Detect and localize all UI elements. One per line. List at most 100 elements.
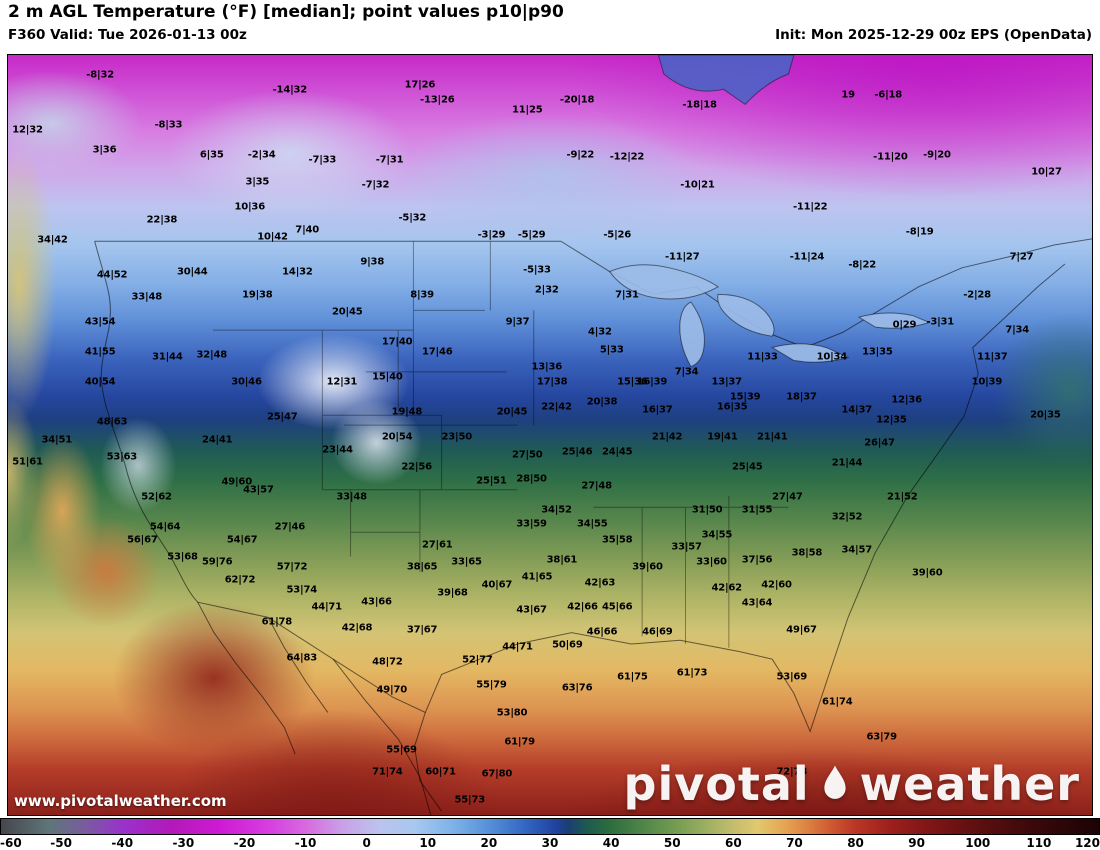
point-value: 2|32 (534, 284, 559, 296)
point-value: 7|27 (1009, 251, 1034, 263)
point-value: 43|64 (741, 597, 773, 609)
point-value: 27|61 (422, 539, 453, 551)
colorbar-tick-label: 20 (480, 836, 498, 850)
point-value: 34|52 (541, 504, 572, 516)
point-value: 10|39 (971, 376, 1003, 388)
point-value: -9|20 (923, 149, 951, 161)
point-value: 39|68 (437, 587, 468, 599)
point-value: 28|50 (516, 473, 547, 485)
point-value: 33|48 (336, 491, 367, 503)
point-value: 16|37 (642, 404, 673, 416)
point-value: 35|58 (601, 534, 633, 546)
point-value: 42|60 (761, 579, 792, 591)
colorbar-tick-label: 100 (965, 836, 991, 850)
point-value: 60|71 (425, 766, 456, 778)
point-value: 13|36 (531, 361, 562, 373)
point-value: -13|26 (420, 94, 455, 106)
point-value: 53|63 (106, 451, 138, 463)
point-value: 61|79 (504, 736, 535, 748)
water-droplet-icon (824, 765, 846, 799)
point-value: 24|41 (201, 434, 233, 446)
point-value: 20|35 (1030, 409, 1061, 421)
point-value: 48|72 (372, 656, 403, 668)
point-value: -6|18 (874, 89, 903, 101)
colorbar-tick-label: 120 (1074, 836, 1100, 850)
point-value: -2|34 (247, 149, 276, 161)
point-value: 42|62 (711, 582, 742, 594)
point-value: 44|52 (96, 269, 128, 281)
point-value: 44|71 (311, 601, 342, 613)
point-value: 42|66 (567, 601, 598, 613)
point-value: 23|50 (441, 431, 473, 443)
point-value: -11|22 (792, 201, 828, 213)
point-value: -18|18 (682, 99, 717, 111)
point-value: 48|63 (96, 416, 128, 428)
point-value: 41|65 (521, 571, 553, 583)
point-value: 3|35 (245, 176, 270, 188)
point-value: 54|64 (149, 521, 181, 533)
point-value: 61|75 (617, 671, 648, 683)
point-value: -8|32 (86, 69, 114, 81)
point-value: -5|33 (523, 264, 551, 276)
point-value: -8|22 (848, 259, 877, 271)
point-value: 13|37 (711, 376, 742, 388)
colorbar-tick-label: 60 (724, 836, 742, 850)
colorbar-tick-label: 90 (908, 836, 926, 850)
point-value: -3|29 (477, 229, 506, 241)
point-value: 45|66 (601, 601, 633, 613)
point-value: 20|45 (332, 306, 363, 318)
point-value: 34|42 (37, 234, 68, 246)
point-value: 33|60 (696, 556, 727, 568)
point-value: 49|67 (786, 624, 817, 636)
point-value: 44|71 (502, 641, 533, 653)
point-value: 11|25 (511, 104, 543, 116)
point-value: -8|33 (154, 119, 183, 131)
point-value: 17|46 (422, 346, 453, 358)
colorbar-tick-label: -30 (172, 836, 195, 850)
point-value: 32|52 (831, 511, 863, 523)
point-value: 55|69 (386, 744, 417, 756)
point-value: 18|37 (786, 391, 817, 403)
point-value: 42|63 (584, 577, 616, 589)
point-value: -3|31 (926, 316, 955, 328)
point-value: 43|57 (243, 484, 274, 496)
point-value: 43|66 (361, 596, 392, 608)
colorbar-tick-label: 110 (1026, 836, 1052, 850)
point-value: 9|38 (360, 256, 385, 268)
point-value: 37|56 (741, 554, 773, 566)
point-value: 19 (841, 89, 855, 101)
watermark-brand: pivotal weather (624, 761, 1080, 807)
point-value: 10|27 (1031, 166, 1062, 178)
point-value: 63|76 (561, 682, 593, 694)
temperature-field (8, 55, 1092, 815)
point-value: 49|60 (221, 476, 252, 488)
point-value: 21|44 (831, 457, 863, 469)
point-value: 13|35 (862, 346, 893, 358)
point-value: 38|58 (791, 547, 823, 559)
point-value: -7|31 (375, 154, 404, 166)
point-value: 3|36 (92, 144, 117, 156)
point-value: 53|68 (167, 551, 198, 563)
point-value: 30|44 (177, 266, 208, 278)
point-value: 31|44 (152, 351, 183, 363)
point-value: 41|55 (84, 346, 116, 358)
point-value: 9|37 (505, 316, 530, 328)
colorbar-tick-label: -20 (233, 836, 256, 850)
point-value: 25|45 (732, 461, 763, 473)
point-value: 33|48 (131, 291, 163, 303)
point-value: 12|31 (326, 376, 358, 388)
point-value: 50|69 (552, 639, 583, 651)
point-value: 38|65 (406, 561, 438, 573)
point-value: 33|57 (671, 541, 702, 553)
point-value: 20|38 (586, 396, 618, 408)
init-time-label: Init: Mon 2025-12-29 00z EPS (OpenData) (775, 27, 1092, 43)
point-value: 39|60 (911, 567, 943, 579)
point-value: 12|36 (891, 394, 922, 406)
point-value: -11|27 (665, 251, 700, 263)
point-value: 63|79 (866, 731, 897, 743)
point-value: 17|40 (381, 336, 413, 348)
point-value: -7|33 (308, 154, 337, 166)
point-value: 71|74 (372, 766, 403, 778)
point-values-layer: -8|32 -14|32 17|26 -13|26 -20|18 -18|18 19 -6|1… (8, 55, 1092, 815)
point-value: 22|56 (401, 461, 432, 473)
